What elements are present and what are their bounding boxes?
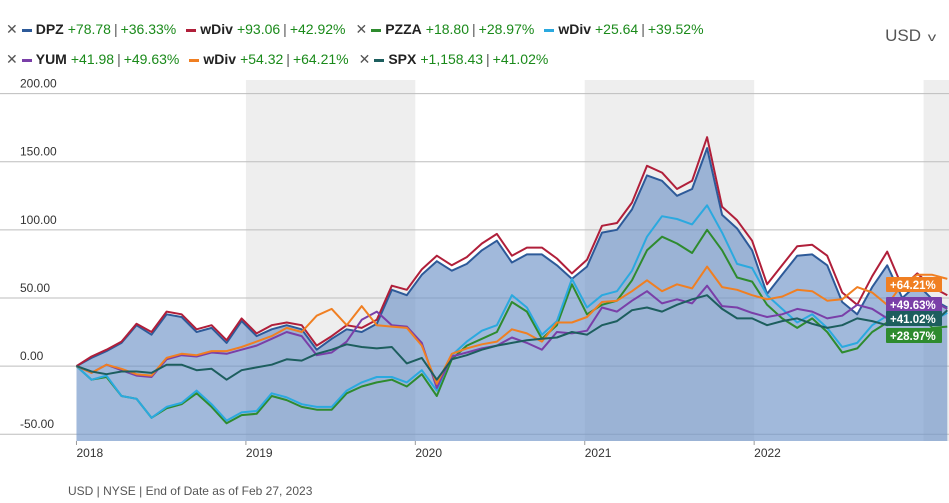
y-tick-label: 0.00 [20,349,44,363]
legend-item-0: ✕ DPZ +78.78 | +36.33% [6,14,176,44]
currency-selector[interactable]: USD v [885,26,937,46]
series-line-wdiv-1 [75,136,948,367]
end-label-text: +41.02% [890,314,936,326]
y-tick-label: 100.00 [20,213,57,227]
end-label-text: +49.63% [890,300,936,312]
remove-series-icon[interactable]: ✕ [6,21,18,37]
series-line-wdiv-5 [76,265,948,385]
legend-item-5: wDiv +54.32 | +64.21% [189,44,349,74]
legend-series-name: YUM [35,51,67,67]
legend-series-name: wDiv [200,21,233,37]
remove-series-icon[interactable]: ✕ [355,21,368,37]
legend-item-1: wDiv +93.06 | +42.92% [186,14,345,44]
legend-change-percent: +41.02% [492,51,549,67]
chart-footnote: USD | NYSE | End of Date as of Feb 27, 2… [68,484,313,498]
chevron-down-icon: v [927,30,937,44]
legend-change-value: +1,158.43 [420,51,484,67]
legend-change-percent: +36.33% [120,21,177,37]
legend-change-percent: +64.21% [292,51,349,67]
legend-series-name: wDiv [203,51,237,67]
legend-change-percent: +39.52% [647,21,704,37]
x-tick-label: 2018 [76,446,103,460]
legend-change-percent: +28.97% [478,21,535,37]
legend-change-value: +78.78 [67,21,111,37]
legend-separator: | [641,21,645,37]
legend-separator: | [286,51,290,67]
legend-item-2: ✕ PZZA +18.80 | +28.97% [355,14,534,44]
series-line-yum-4 [76,284,948,389]
legend-change-percent: +42.92% [289,21,346,37]
legend-series-name: PZZA [385,21,422,37]
x-tick-label: 2021 [585,446,612,460]
legend-change-value: +93.06 [236,21,281,37]
legend-series-name: SPX [388,51,417,67]
legend-separator: | [472,21,476,37]
y-tick-label: -50.00 [20,417,54,431]
y-tick-label: 200.00 [20,77,57,91]
legend-item-6: ✕ SPX +1,158.43 | +41.02% [359,44,549,74]
legend-swatch [21,58,32,62]
currency-label: USD [885,26,921,45]
legend-swatch [189,58,200,62]
chart-legend: ✕ DPZ +78.78 | +36.33% wDiv +93.06 | +42.92% ✕ PZZ… [6,14,866,74]
y-tick-label: 150.00 [20,145,57,159]
y-tick-label: 50.00 [20,281,50,295]
end-label-box [886,297,942,312]
end-label-text: +28.97% [890,331,936,343]
legend-series-name: wDiv [558,21,591,37]
legend-swatch [371,28,382,32]
end-label-box [886,311,942,326]
x-tick-label: 2022 [754,446,781,460]
legend-swatch [544,28,555,32]
legend-change-value: +54.32 [240,51,284,67]
series-line-dpz-0 [76,147,948,367]
remove-series-icon[interactable]: ✕ [358,51,371,67]
legend-separator: | [117,51,121,67]
legend-separator: | [486,51,490,67]
legend-item-4: ✕ YUM +41.98 | +49.63% [6,44,179,74]
legend-swatch [186,28,197,32]
legend-separator: | [113,21,118,37]
series-line-pzza-2 [75,228,948,425]
legend-series-name: DPZ [35,21,64,37]
legend-separator: | [283,21,287,37]
legend-change-percent: +49.63% [123,51,180,67]
x-tick-label: 2019 [246,446,273,460]
end-label-box [886,277,942,292]
end-label-box [886,328,942,343]
stock-comparison-chart: -50.00 0.00 50.00 100.00 150.00 200.00 2018 201… [0,77,949,460]
legend-change-value: +18.80 [425,21,469,37]
legend-change-value: +41.98 [70,51,115,67]
x-tick-label: 2020 [415,446,442,460]
legend-change-value: +25.64 [595,21,639,37]
legend-swatch [374,58,385,62]
legend-item-3: wDiv +25.64 | +39.52% [544,14,704,44]
end-label-text: +64.21% [890,280,936,292]
series-line-spx-6 [76,294,948,381]
remove-series-icon[interactable]: ✕ [6,51,18,67]
legend-swatch [21,28,32,32]
